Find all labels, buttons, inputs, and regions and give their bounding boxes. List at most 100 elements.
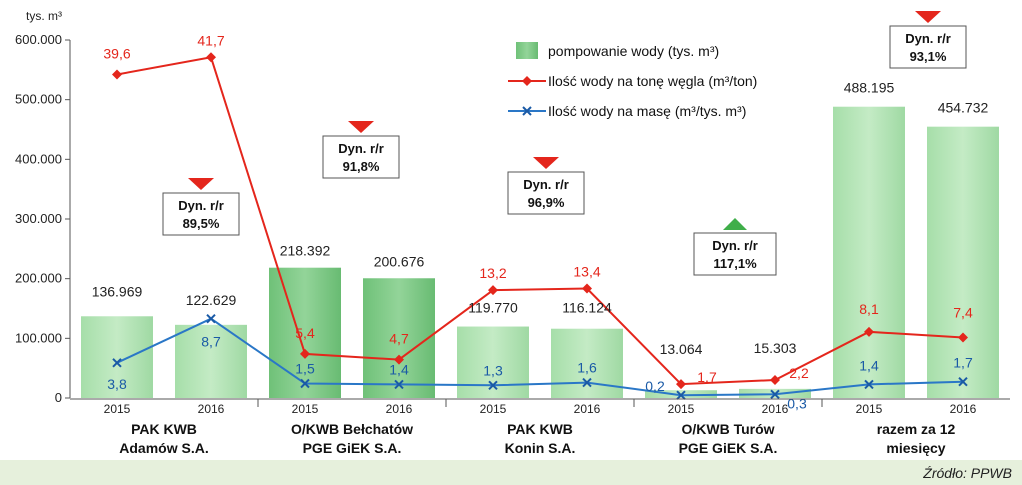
per-ton-label: 13,4 [573,264,600,280]
per-mass-point [394,379,404,390]
per-mass-point [488,380,498,391]
y-tick-label: 400.000 [15,151,62,166]
bar-value-label: 488.195 [844,80,895,96]
per-ton-point [112,69,122,80]
dynamics-title: Dyn. r/r [523,177,569,192]
dynamics-box [322,135,400,179]
bar-value-label: 119.770 [468,300,518,316]
per-mass-point [676,390,686,400]
x-year-label: 2015 [668,402,695,416]
legend-label-per-ton: Ilość wody na tonę węgla (m³/ton) [548,73,757,89]
x-year-label: 2016 [574,402,601,416]
footer-band [0,460,1022,485]
y-axis: 600.000 500.000 400.000 300.000 200.000 100.0… [15,32,71,405]
dynamics-box [162,192,240,236]
per-ton-point [958,332,968,343]
legend-swatch-bar [516,42,538,59]
bar-value-label: 116.124 [562,300,612,316]
legend-swatch-blue-marker [522,106,532,116]
dynamics-box [693,232,777,276]
per-mass-point [582,377,592,388]
x-year-label: 2016 [762,402,789,416]
bar-value-label: 13.064 [660,341,703,357]
dynamics-box [507,171,585,215]
per-ton-label: 4,7 [389,331,409,347]
dynamics-value: 117,1% [713,256,757,271]
per-mass-point [112,358,122,368]
group-label-line1: O/KWB Bełchatów [291,421,413,437]
dynamics-title: Dyn. r/r [712,238,758,253]
per-ton-point [394,354,404,365]
per-mass-label: 0,3 [787,395,807,411]
per-ton-label: 41,7 [197,32,224,48]
y-tick-label: 300.000 [15,211,62,226]
dynamics-value: 89,5% [183,216,220,231]
trend-up-arrow-icon [723,218,747,230]
per-ton-label: 13,2 [479,265,506,281]
per-ton-label: 5,4 [295,325,315,341]
per-mass-point [958,376,968,387]
per-ton-point [582,283,592,294]
per-mass-label: 8,7 [201,334,221,350]
per-mass-label: 1,4 [389,361,409,377]
data-labels: 136.969 39,6 3,8 122.629 41,7 8,7 218.392 5,4 1,… [92,32,989,411]
x-year-label: 2015 [292,402,319,416]
per-ton-label: 1,7 [697,369,717,385]
dynamics-title: Dyn. r/r [905,31,951,46]
per-mass-point [864,379,874,390]
group-label-line1: razem za 12 [877,421,956,437]
bars [81,106,999,398]
trend-down-arrow-icon [188,178,214,190]
x-year-label: 2016 [198,402,225,416]
bar-value-label: 218.392 [280,243,331,259]
y-tick-label: 200.000 [15,271,62,286]
per-mass-label: 1,3 [483,362,503,378]
dynamics-title: Dyn. r/r [178,198,224,213]
legend: pompowanie wody (tys. m³) Ilość wody na … [508,42,757,119]
bar-value-label: 122.629 [186,292,237,308]
group-label-line1: PAK KWB [507,421,573,437]
per-mass-point [300,378,310,389]
per-ton-label: 2,2 [789,365,809,381]
per-ton-point [864,326,874,337]
per-mass-label: 1,6 [577,360,597,376]
legend-label-per-mass: Ilość wody na masę (m³/tys. m³) [548,103,746,119]
bar-value-label: 15.303 [754,340,797,356]
group-label-line2: Konin S.A. [505,440,576,456]
x-year-label: 2015 [480,402,507,416]
trend-down-arrow-icon [348,121,374,133]
lines [112,52,968,400]
y-tick-label: 100.000 [15,330,62,345]
per-mass-label: 1,5 [295,361,315,377]
group-label-line2: miesięcy [886,440,945,456]
group-label-line2: PGE GiEK S.A. [303,440,402,456]
trend-down-arrow-icon [533,157,559,169]
per-ton-point [488,285,498,296]
x-year-label: 2015 [856,402,883,416]
legend-swatch-red-marker [522,76,532,86]
per-mass-line [116,317,964,397]
bar-pumping [833,106,905,398]
source-note: Źródło: PPWB [922,465,1012,481]
legend-label-pumping: pompowanie wody (tys. m³) [548,43,719,59]
per-ton-line [116,56,964,386]
dynamics-value: 91,8% [343,159,380,174]
bar-value-label: 200.676 [374,253,425,269]
per-ton-point [300,348,310,359]
group-label-line2: Adamów S.A. [119,440,208,456]
trend-down-arrow-icon [915,11,941,23]
group-label-line1: PAK KWB [131,421,197,437]
dynamics-value: 93,1% [910,49,947,64]
y-axis-unit: tys. m³ [26,9,62,23]
per-mass-label: 1,4 [859,357,879,373]
y-tick-label: 0 [55,390,62,405]
x-year-label: 2015 [104,402,131,416]
per-mass-point [206,313,216,324]
y-tick-label: 600.000 [15,32,62,47]
bar-pumping [175,324,247,398]
bar-pumping [927,126,999,398]
bar-pumping [81,316,153,398]
dynamics-value: 96,9% [528,195,565,210]
per-ton-label: 7,4 [953,305,973,321]
